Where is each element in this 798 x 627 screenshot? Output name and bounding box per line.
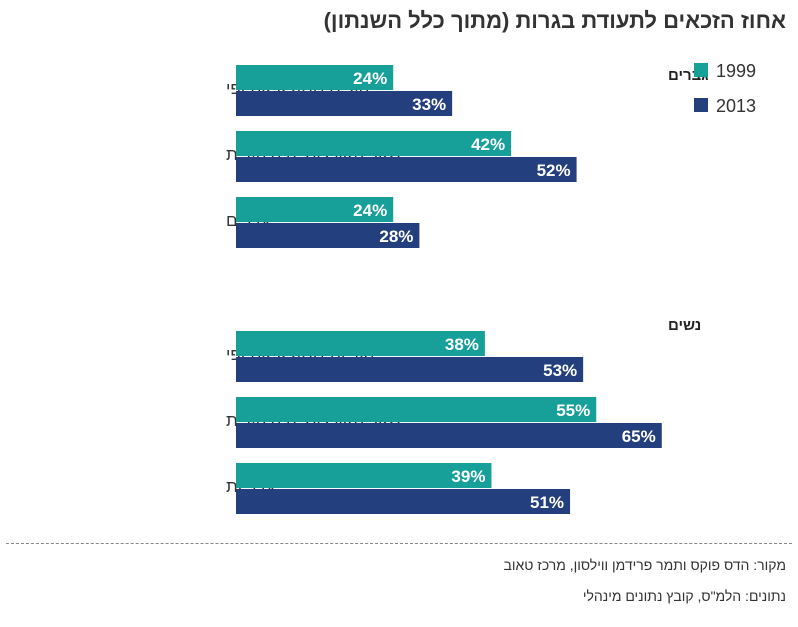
data-label: 55% — [556, 401, 590, 420]
data-label: 39% — [451, 467, 485, 486]
data-label: 52% — [537, 161, 571, 180]
data-label: 42% — [471, 135, 505, 154]
bar-2013 — [236, 223, 420, 248]
bar-2013 — [236, 423, 662, 448]
bar-1999 — [236, 397, 597, 422]
data-label: 33% — [412, 95, 446, 114]
chart-title: אחוז הזכאים לתעודת בגרות (מתוך כלל השנתו… — [323, 8, 786, 33]
bar-1999 — [236, 131, 512, 156]
data-label: 28% — [379, 227, 413, 246]
data-label: 65% — [622, 427, 656, 446]
bar-chart: גבריםיהודים ממוצא אתיופי24%33%שאר האוכלו… — [226, 61, 756, 514]
data-label: 24% — [353, 69, 387, 88]
bar-1999 — [236, 463, 492, 488]
bar-2013 — [236, 357, 584, 382]
legend-label: 2013 — [716, 96, 756, 116]
legend-swatch — [694, 98, 708, 112]
source-line: מקור: הדס פוקס ותמר פרידמן ווילסון, מרכז… — [503, 557, 786, 573]
group-label: נשים — [668, 317, 701, 334]
data-label: 53% — [543, 361, 577, 380]
data-label: 38% — [445, 335, 479, 354]
bar-2013 — [236, 91, 453, 116]
legend-swatch — [694, 63, 708, 77]
legend-label: 1999 — [716, 61, 756, 81]
data-label: 51% — [530, 493, 564, 512]
bar-2013 — [236, 157, 577, 182]
bar-2013 — [236, 489, 571, 514]
data-source-line: נתונים: הלמ"ס, קובץ נתונים מינהלי — [582, 588, 786, 604]
bar-1999 — [236, 65, 394, 90]
bar-1999 — [236, 331, 485, 356]
bar-1999 — [236, 197, 394, 222]
data-label: 24% — [353, 201, 387, 220]
divider — [6, 543, 792, 544]
